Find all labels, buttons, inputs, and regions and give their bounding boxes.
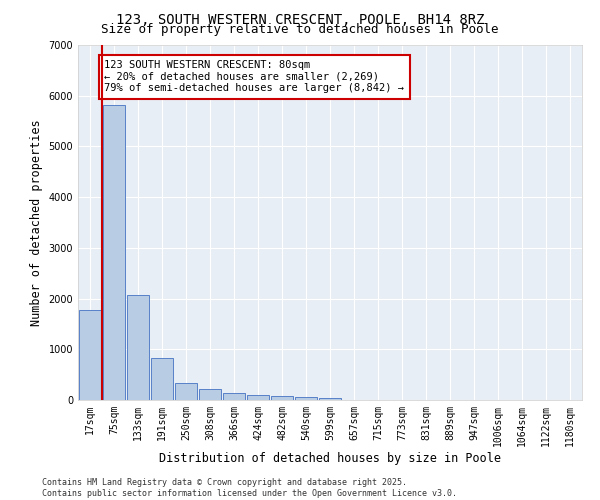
Bar xyxy=(295,397,317,400)
Text: Size of property relative to detached houses in Poole: Size of property relative to detached ho… xyxy=(101,22,499,36)
Text: 123 SOUTH WESTERN CRESCENT: 80sqm
← 20% of detached houses are smaller (2,269)
7: 123 SOUTH WESTERN CRESCENT: 80sqm ← 20% … xyxy=(104,60,404,94)
Bar xyxy=(271,396,293,400)
Bar xyxy=(319,398,341,400)
Bar xyxy=(151,358,173,400)
Bar xyxy=(103,105,125,400)
Bar xyxy=(175,383,197,400)
Text: 123, SOUTH WESTERN CRESCENT, POOLE, BH14 8RZ: 123, SOUTH WESTERN CRESCENT, POOLE, BH14… xyxy=(116,12,484,26)
Bar xyxy=(199,390,221,400)
Bar xyxy=(247,395,269,400)
Bar xyxy=(79,310,101,400)
X-axis label: Distribution of detached houses by size in Poole: Distribution of detached houses by size … xyxy=(159,452,501,464)
Text: Contains HM Land Registry data © Crown copyright and database right 2025.
Contai: Contains HM Land Registry data © Crown c… xyxy=(42,478,457,498)
Y-axis label: Number of detached properties: Number of detached properties xyxy=(30,119,43,326)
Bar xyxy=(223,394,245,400)
Bar xyxy=(127,294,149,400)
